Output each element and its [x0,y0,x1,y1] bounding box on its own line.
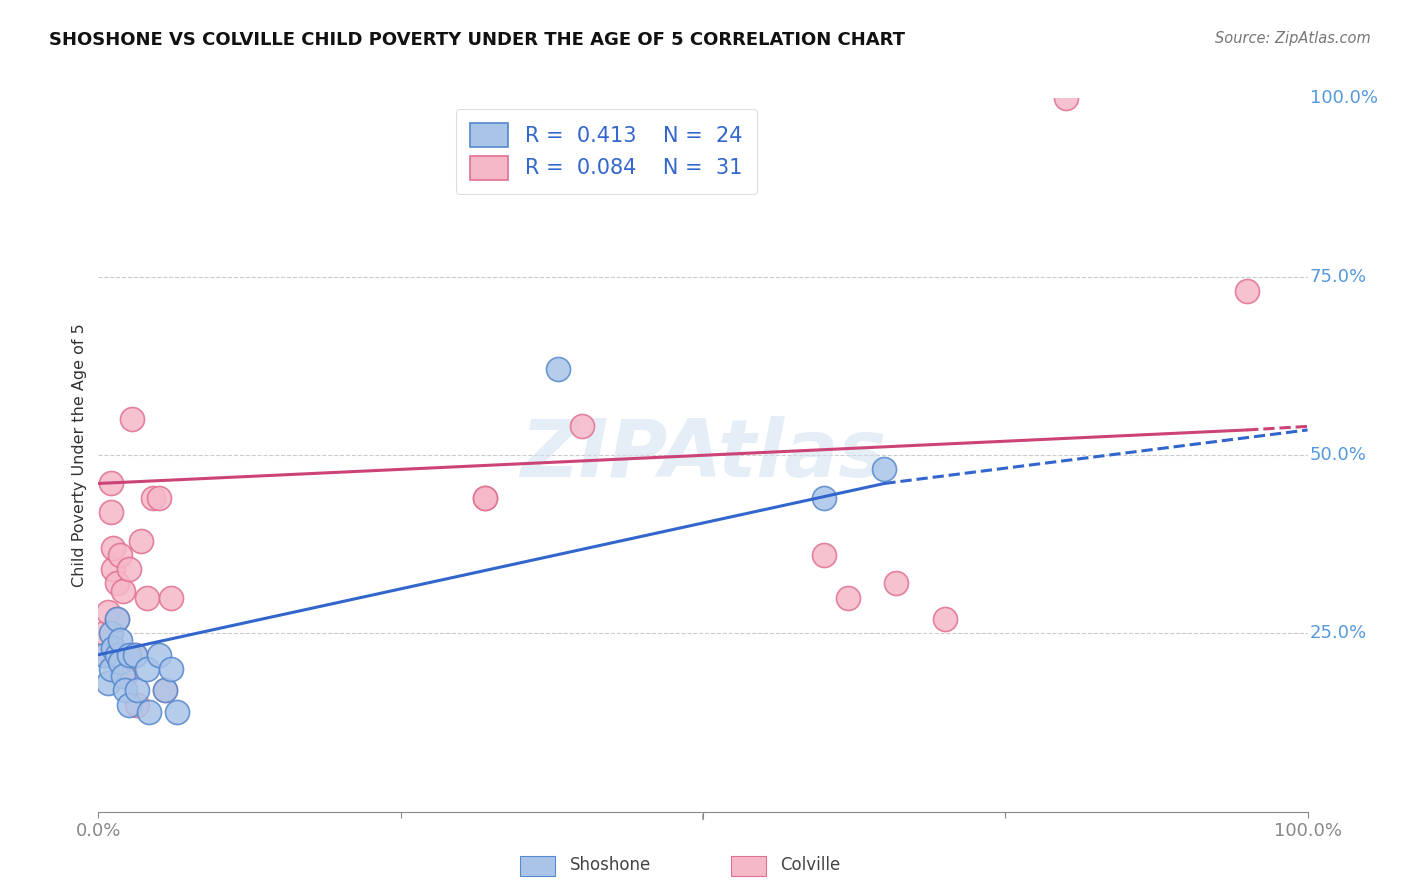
Point [547,362,569,376]
Point [837,591,859,605]
Point [93,626,115,640]
Point [105,612,128,626]
Text: Source: ZipAtlas.com: Source: ZipAtlas.com [1215,31,1371,46]
Legend: R =  0.413    N =  24, R =  0.084    N =  31: R = 0.413 N = 24, R = 0.084 N = 31 [456,109,756,194]
Point [101,562,124,576]
Point [100,476,122,491]
Point [101,541,124,555]
Point [1236,284,1258,298]
Point [160,591,183,605]
Point [474,491,496,505]
Point [101,640,124,655]
Point [153,683,176,698]
Point [148,648,170,662]
Point [118,698,141,712]
Text: 75.0%: 75.0% [1310,268,1367,285]
Text: Shoshone: Shoshone [569,856,651,874]
Point [100,662,122,676]
Point [148,491,170,505]
Point [111,583,134,598]
Point [138,705,160,719]
Point [813,548,835,562]
Point [160,662,183,676]
Point [124,648,146,662]
Point [571,419,593,434]
Point [934,612,956,626]
Point [105,648,128,662]
Point [121,412,143,426]
Point [93,648,115,662]
Point [124,648,146,662]
Point [108,548,131,562]
Point [97,605,120,619]
Point [135,591,157,605]
Point [108,633,131,648]
Point [100,505,122,519]
Text: 25.0%: 25.0% [1310,624,1367,642]
Point [105,612,128,626]
Point [105,576,128,591]
Text: 50.0%: 50.0% [1310,446,1367,464]
Point [118,648,141,662]
Point [127,683,149,698]
Y-axis label: Child Poverty Under the Age of 5: Child Poverty Under the Age of 5 [72,323,87,587]
Point [813,491,835,505]
Point [129,533,152,548]
Text: 100.0%: 100.0% [1310,89,1378,107]
Point [100,626,122,640]
Point [153,683,176,698]
Point [114,683,136,698]
Point [114,669,136,683]
Text: ZIPAtlas: ZIPAtlas [520,416,886,494]
Point [886,576,908,591]
Point [474,491,496,505]
Point [111,669,134,683]
Point [108,655,131,669]
Point [118,562,141,576]
Point [166,705,188,719]
Point [873,462,896,476]
Text: SHOSHONE VS COLVILLE CHILD POVERTY UNDER THE AGE OF 5 CORRELATION CHART: SHOSHONE VS COLVILLE CHILD POVERTY UNDER… [49,31,905,49]
Point [1054,91,1077,105]
Point [97,676,120,690]
Point [135,662,157,676]
Text: Colville: Colville [780,856,841,874]
Point [94,648,117,662]
Point [127,698,149,712]
Point [142,491,165,505]
